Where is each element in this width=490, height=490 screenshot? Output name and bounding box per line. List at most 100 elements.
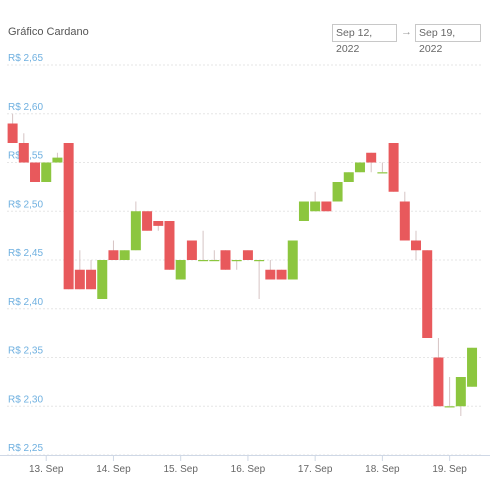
- candle-up: [467, 347, 478, 387]
- candle-up: [332, 182, 343, 202]
- candle-body: [366, 152, 377, 163]
- candle-body: [231, 260, 242, 262]
- candle-up: [354, 162, 365, 173]
- candle-body: [455, 377, 466, 407]
- candle-body: [332, 182, 343, 202]
- candle-down: [321, 201, 332, 212]
- candle-up: [209, 250, 220, 262]
- candle-up: [231, 260, 242, 270]
- date-range-from-input[interactable]: Sep 12, 2022: [332, 24, 397, 55]
- candle-body: [97, 260, 108, 299]
- candle-up: [343, 172, 354, 182]
- candle-down: [411, 230, 422, 260]
- candle-down: [86, 260, 97, 290]
- candle-body: [86, 269, 97, 290]
- x-tick-label: 19. Sep: [432, 464, 467, 475]
- candle-body: [209, 260, 220, 262]
- candle-body: [63, 143, 74, 290]
- candle-down: [164, 221, 175, 270]
- candle-up: [52, 152, 63, 163]
- candle-down: [433, 338, 444, 407]
- candle-up: [198, 230, 209, 262]
- candle-body: [343, 172, 354, 182]
- candle-body: [7, 123, 18, 143]
- candle-up: [130, 201, 141, 251]
- x-tick-label: 17. Sep: [298, 464, 333, 475]
- candle-body: [130, 211, 141, 251]
- candle-down: [276, 269, 287, 280]
- candle-down: [265, 260, 276, 280]
- candle-body: [467, 347, 478, 387]
- candle-body: [220, 250, 231, 270]
- candles: [7, 113, 478, 416]
- candle-body: [198, 260, 209, 262]
- candle-body: [411, 240, 422, 251]
- y-tick-label: R$ 2,65: [8, 53, 43, 64]
- candle-up: [310, 191, 321, 212]
- candle-body: [310, 201, 321, 212]
- candle-down: [186, 240, 197, 260]
- x-tick-label: 16. Sep: [231, 464, 266, 475]
- candle-body: [321, 201, 332, 212]
- range-arrow-icon: →: [401, 26, 412, 38]
- y-tick-label: R$ 2,30: [8, 394, 43, 405]
- candle-body: [354, 162, 365, 173]
- y-axis: R$ 2,65R$ 2,60R$ 2,55R$ 2,50R$ 2,45R$ 2,…: [8, 53, 43, 454]
- candle-down: [399, 191, 410, 241]
- candle-down: [74, 250, 85, 290]
- candle-down: [366, 152, 377, 173]
- candle-up: [377, 162, 388, 174]
- candle-down: [18, 133, 29, 163]
- y-tick-label: R$ 2,60: [8, 102, 43, 113]
- candle-down: [7, 113, 18, 143]
- y-tick-label: R$ 2,35: [8, 346, 43, 357]
- candle-body: [287, 240, 298, 280]
- candle-down: [388, 143, 399, 192]
- candle-down: [422, 250, 433, 338]
- candle-down: [153, 221, 164, 231]
- candle-up: [455, 377, 466, 416]
- candle-body: [74, 269, 85, 290]
- candle-up: [298, 201, 309, 221]
- candle-body: [119, 250, 130, 260]
- candle-body: [242, 250, 253, 260]
- y-tick-label: R$ 2,45: [8, 248, 43, 259]
- candle-up: [444, 377, 455, 408]
- y-tick-label: R$ 2,50: [8, 199, 43, 210]
- candle-up: [97, 260, 108, 299]
- y-tick-label: R$ 2,40: [8, 297, 43, 308]
- candle-body: [377, 172, 388, 174]
- candle-down: [63, 143, 74, 290]
- candle-up: [175, 260, 186, 280]
- x-tick-label: 18. Sep: [365, 464, 400, 475]
- date-range-to-input[interactable]: Sep 19, 2022: [415, 24, 481, 55]
- candle-body: [30, 162, 41, 182]
- candle-up: [287, 240, 298, 280]
- candle-up: [254, 260, 265, 299]
- candle-body: [52, 157, 63, 163]
- candle-body: [265, 269, 276, 280]
- candle-up: [41, 162, 52, 182]
- candle-body: [422, 250, 433, 338]
- candle-body: [276, 269, 287, 280]
- candle-body: [18, 143, 29, 163]
- chart-title: Gráfico Cardano: [8, 26, 89, 38]
- candle-body: [399, 201, 410, 241]
- candle-body: [433, 357, 444, 407]
- candle-body: [108, 250, 119, 260]
- candle-down: [242, 250, 253, 260]
- candle-body: [388, 143, 399, 192]
- candle-body: [175, 260, 186, 280]
- x-tick-label: 13. Sep: [29, 464, 64, 475]
- x-tick-label: 14. Sep: [96, 464, 131, 475]
- candle-body: [164, 221, 175, 270]
- candle-down: [220, 250, 231, 270]
- candle-body: [153, 221, 164, 226]
- candle-down: [108, 240, 119, 260]
- candle-down: [30, 162, 41, 182]
- candle-body: [186, 240, 197, 260]
- candle-body: [444, 406, 455, 408]
- y-tick-label: R$ 2,25: [8, 443, 43, 454]
- candle-body: [41, 162, 52, 182]
